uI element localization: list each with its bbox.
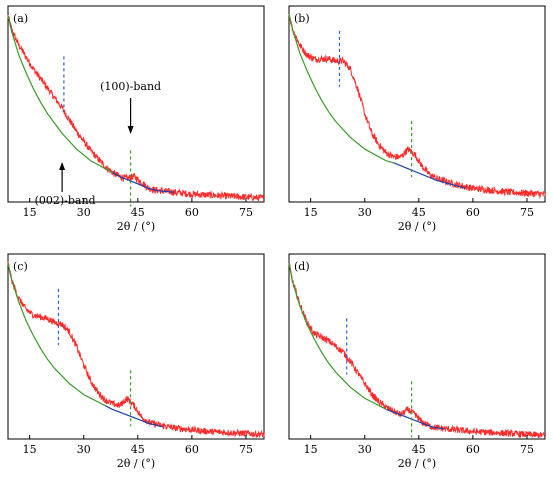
x-tick-label: 60 bbox=[185, 443, 199, 456]
x-tick-label: 30 bbox=[77, 443, 91, 456]
chart-panel: 15 30 45 60 75 2θ / (°) (a) (100)-band (002)-ban… bbox=[7, 5, 265, 233]
x-tick-label: 15 bbox=[304, 443, 318, 456]
x-axis-title: 2θ / (°) bbox=[398, 220, 436, 233]
x-tick-label: 75 bbox=[239, 443, 253, 456]
plot-frame bbox=[7, 253, 265, 440]
series-background-fit bbox=[288, 13, 394, 164]
x-tick-label: 45 bbox=[412, 206, 426, 219]
x-tick-label: 60 bbox=[185, 206, 199, 219]
x-tick-label: 30 bbox=[358, 443, 372, 456]
chart-panel: 15 30 45 60 75 2θ / (°) (b) bbox=[288, 5, 546, 233]
series-baseline-fit bbox=[112, 172, 174, 193]
series-baseline-fit bbox=[386, 408, 445, 430]
x-tick-label: 75 bbox=[239, 206, 253, 219]
x-tick-label: 15 bbox=[23, 443, 37, 456]
x-tick-label: 75 bbox=[520, 206, 534, 219]
x-axis-title: 2θ / (°) bbox=[117, 220, 155, 233]
panel-label: (d) bbox=[294, 260, 310, 273]
annotation-100-band: (100)-band bbox=[100, 80, 161, 93]
series-background-fit bbox=[7, 263, 106, 407]
x-tick-label: 45 bbox=[131, 206, 145, 219]
arrowhead-100-band bbox=[127, 126, 134, 134]
series-baseline-fit bbox=[393, 162, 466, 189]
x-tick-label: 45 bbox=[412, 443, 426, 456]
series-measured bbox=[7, 261, 265, 438]
x-axis-title: 2θ / (°) bbox=[117, 457, 155, 470]
series-measured bbox=[288, 13, 546, 200]
series-measured bbox=[7, 14, 265, 202]
x-tick-label: 60 bbox=[466, 443, 480, 456]
x-tick-label: 75 bbox=[520, 443, 534, 456]
x-tick-label: 15 bbox=[23, 206, 37, 219]
series-measured bbox=[288, 262, 546, 439]
series-baseline-fit bbox=[105, 405, 164, 428]
series-background-fit bbox=[288, 263, 387, 410]
chart-panel: 15 30 45 60 75 2θ / (°) (d) bbox=[288, 253, 546, 470]
plot-frame bbox=[288, 253, 546, 440]
arrowhead-002-band bbox=[59, 162, 66, 170]
annotation-002-band: (002)-band bbox=[35, 194, 96, 207]
series-background-fit bbox=[7, 15, 113, 174]
x-tick-label: 15 bbox=[304, 206, 318, 219]
x-tick-label: 30 bbox=[77, 206, 91, 219]
x-tick-label: 30 bbox=[358, 206, 372, 219]
chart-panel: 15 30 45 60 75 2θ / (°) (c) bbox=[7, 253, 265, 470]
panel-label: (a) bbox=[13, 12, 28, 25]
panel-label: (c) bbox=[13, 260, 28, 273]
plot-frame bbox=[7, 5, 265, 203]
panel-label: (b) bbox=[294, 12, 310, 25]
x-tick-label: 60 bbox=[466, 206, 480, 219]
x-tick-label: 45 bbox=[131, 443, 145, 456]
plot-frame bbox=[288, 5, 546, 203]
x-axis-title: 2θ / (°) bbox=[398, 457, 436, 470]
